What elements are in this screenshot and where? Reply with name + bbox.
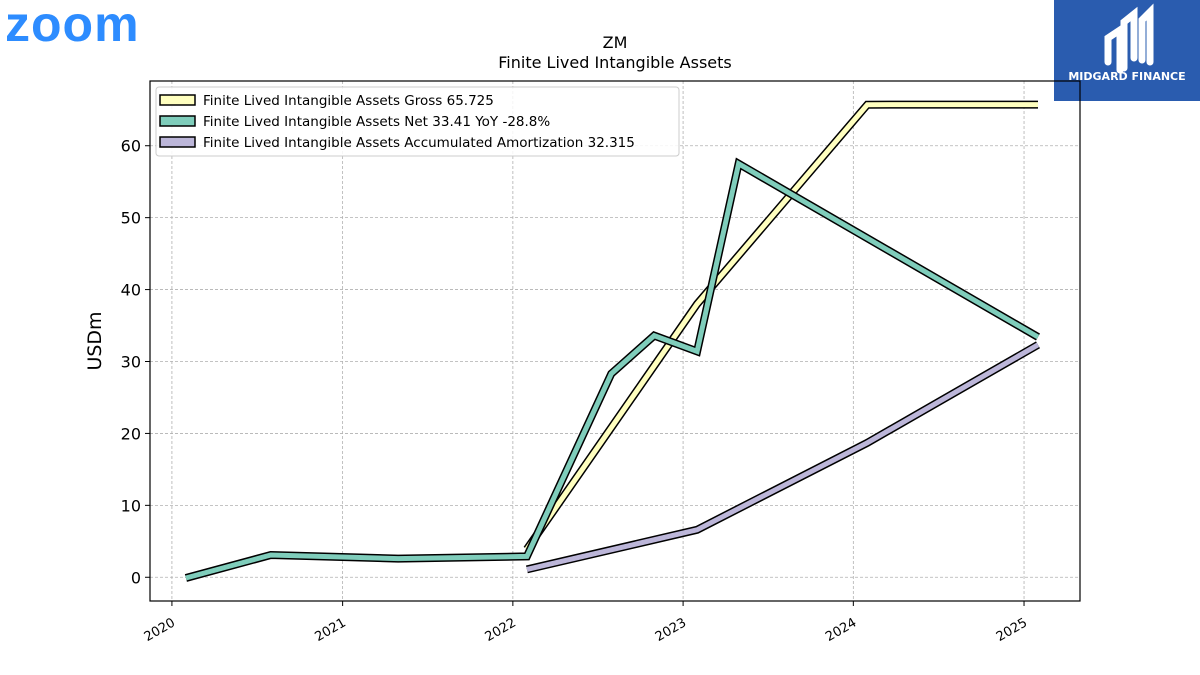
x-tick-label: 2023 — [653, 615, 689, 645]
legend-label: Finite Lived Intangible Assets Net 33.41… — [203, 114, 550, 130]
chart-title: ZM — [603, 33, 628, 52]
series-1 — [523, 100, 1039, 552]
legend-swatch — [159, 115, 196, 127]
x-tick-label: 2024 — [823, 615, 859, 645]
y-tick-label: 0 — [131, 568, 141, 587]
legend-swatch — [159, 136, 196, 148]
legend-item: Finite Lived Intangible Assets Accumulat… — [159, 135, 635, 151]
series-line — [185, 159, 1040, 581]
y-tick-label: 50 — [121, 209, 141, 228]
legend-swatch — [159, 94, 196, 106]
y-tick-label: 40 — [121, 281, 141, 300]
legend-box — [155, 86, 680, 157]
plot-frame — [149, 80, 1081, 602]
series-line-outline — [525, 341, 1040, 574]
series-2 — [184, 157, 1041, 582]
series-line — [526, 342, 1040, 572]
legend-item: Finite Lived Intangible Assets Gross 65.… — [159, 93, 494, 109]
axis-layer: 0 10 20 30 40 50 60 2020 2021 2022 2023 2024 2025 — [121, 137, 1030, 645]
zoom-logo: zoom — [5, 0, 140, 49]
midgard-finance-logo: MIDGARD FINANCE — [1054, 0, 1200, 101]
y-tick-label: 20 — [121, 424, 141, 443]
midgard-finance-name: MIDGARD FINANCE — [1068, 70, 1186, 83]
x-tick-label: 2020 — [142, 615, 178, 645]
y-tick-label: 10 — [121, 496, 141, 515]
legend-label: Finite Lived Intangible Assets Gross 65.… — [203, 93, 494, 109]
series-layer — [184, 100, 1041, 582]
legend: Finite Lived Intangible Assets Gross 65.… — [155, 86, 680, 157]
x-tick-label: 2022 — [483, 615, 519, 645]
midgard-finance-emblem-icon — [1054, 0, 1200, 101]
y-tick-label: 30 — [121, 352, 141, 371]
zoom-logo-text: zoom — [5, 0, 140, 52]
legend-item: Finite Lived Intangible Assets Net 33.41… — [159, 114, 550, 130]
x-tick-label: 2021 — [312, 615, 348, 645]
y-tick-label: 60 — [121, 137, 141, 156]
y-axis-label: USDm — [84, 311, 106, 370]
grid-layer — [150, 81, 1080, 601]
chart-subtitle: Finite Lived Intangible Assets — [498, 53, 731, 72]
x-tick-label: 2025 — [994, 615, 1030, 645]
series-line — [524, 102, 1039, 551]
series-3 — [525, 341, 1040, 574]
midgard-emblem-mark — [1104, 3, 1154, 74]
legend-label: Finite Lived Intangible Assets Accumulat… — [203, 135, 635, 151]
